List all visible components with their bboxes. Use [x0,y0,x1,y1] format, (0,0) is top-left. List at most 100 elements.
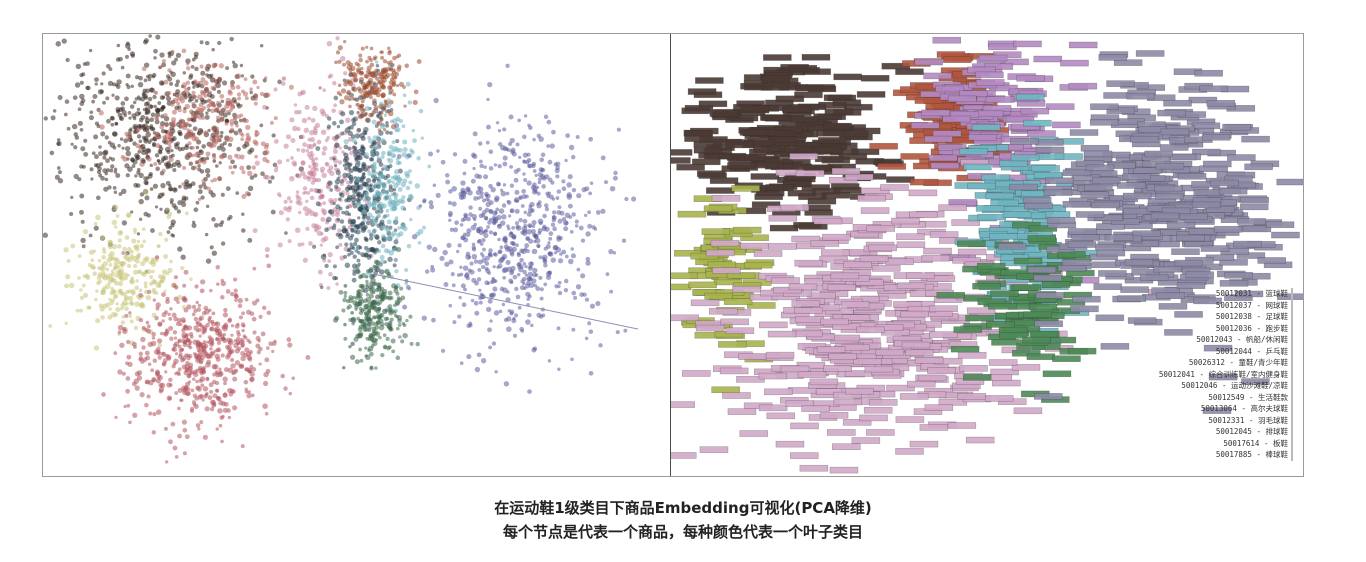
data-point [192,339,198,345]
point-label [921,254,951,262]
data-point [217,76,223,82]
data-point [570,253,576,259]
data-point [172,330,178,335]
data-point [216,282,220,286]
data-point [224,103,230,109]
data-point [530,184,537,190]
data-point [356,193,361,198]
cluster-3 [101,251,311,464]
data-point [546,144,550,148]
data-point [136,255,141,260]
point-label [947,422,977,429]
data-point [531,219,537,226]
data-point [91,265,96,270]
data-point [195,385,201,391]
data-point [379,123,386,129]
data-point [209,337,215,343]
data-point [575,135,580,139]
point-label [925,102,954,110]
data-point [167,68,172,73]
data-point [506,326,512,332]
data-point [203,80,209,86]
data-point [517,261,522,267]
data-point [339,179,345,184]
data-point [493,163,498,167]
data-point [333,103,337,108]
data-point [122,156,128,162]
point-label [703,205,733,213]
data-point [343,71,348,76]
data-point [153,134,160,140]
data-point [401,151,408,158]
data-point [372,340,378,347]
data-point [138,351,144,357]
data-point [354,133,361,139]
data-point [326,116,332,121]
point-label [909,440,939,448]
data-point [477,268,482,272]
data-point [574,224,579,228]
data-point [197,303,202,308]
data-point [345,205,350,210]
data-point [526,157,532,163]
data-point [383,113,388,117]
data-point [568,258,574,265]
point-label [1023,311,1052,318]
point-label [819,255,848,263]
data-point [371,215,375,219]
data-point [367,322,372,327]
data-point [452,227,458,233]
data-point [153,56,157,60]
data-point [412,99,418,106]
data-point [568,215,573,219]
data-point [141,124,146,128]
data-point [169,102,175,107]
data-point [487,327,492,333]
data-point [209,389,214,394]
data-point [181,202,187,208]
data-point [235,154,242,160]
data-point [108,240,113,244]
data-point [334,184,339,189]
data-point [183,307,189,313]
data-point [486,97,490,102]
data-point [224,137,230,143]
data-point [159,279,164,284]
data-point [176,141,180,146]
data-point [109,290,115,296]
data-point [146,125,151,130]
data-point [547,191,552,195]
cluster-6 [318,40,422,146]
data-point [220,241,226,246]
data-point [212,155,217,160]
data-point [166,214,171,220]
point-label [1069,129,1099,136]
data-point [343,138,349,145]
data-point [77,254,82,258]
data-point [209,326,214,331]
point-label [720,318,749,326]
data-point [381,234,386,239]
data-point [206,340,210,344]
data-point [430,267,436,273]
data-point [474,310,480,316]
data-point [322,145,328,151]
point-label [710,239,740,247]
data-point [137,149,142,154]
data-point [552,210,557,215]
data-point [368,138,374,144]
data-point [546,193,551,198]
point-label [953,326,982,333]
data-point [134,174,138,178]
data-point [102,100,106,105]
data-point [156,374,162,379]
data-point [309,136,315,143]
data-point [530,262,534,266]
point-label [832,443,861,451]
data-point [485,140,490,145]
data-point [384,74,389,80]
data-point [381,189,387,195]
data-point [485,197,489,202]
data-point [372,234,376,238]
data-point [393,303,397,308]
